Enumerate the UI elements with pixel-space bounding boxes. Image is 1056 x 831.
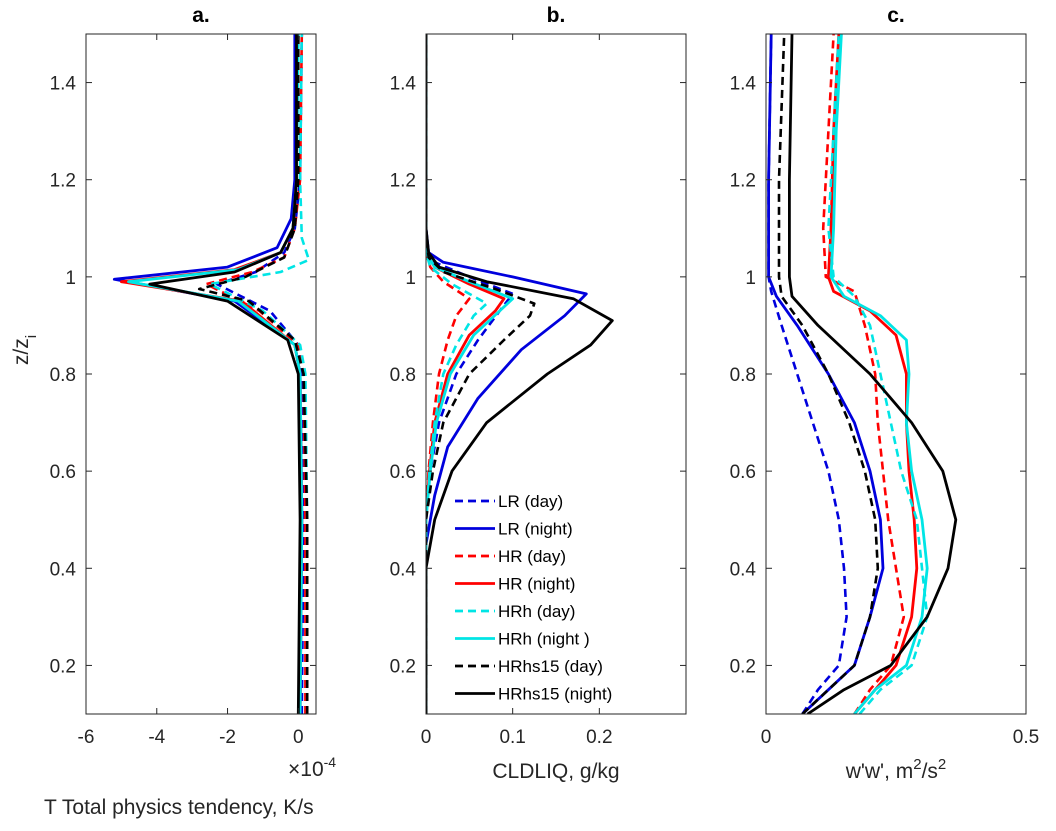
legend-label: HR (night) bbox=[498, 575, 575, 594]
panel-a-yticks: 0.2 0.4 0.6 0.8 1 1.2 1.4 bbox=[50, 74, 316, 677]
panel-a-exponent-exp: -4 bbox=[324, 754, 337, 770]
panel-c-series-hrhs15-night bbox=[788, 34, 958, 714]
panel-c-xlabel-mid: /s bbox=[922, 760, 938, 783]
panel-a-series-hr-day bbox=[205, 34, 307, 714]
panel-a-series-hrh-night bbox=[127, 34, 304, 714]
panel-b-ytick-label: 0.6 bbox=[390, 462, 416, 483]
panel-c: c. 0 0.5 0.20.40.60.811.21.4 bbox=[730, 4, 1040, 748]
panel-b-series-hrhs15-night bbox=[426, 34, 614, 714]
panel-a-ytick-label: 0.8 bbox=[50, 365, 76, 386]
panel-b-ytick-label: 1.4 bbox=[390, 74, 417, 95]
panel-a-series-hr-night bbox=[120, 34, 304, 714]
panel-a-ytick-label: 0.2 bbox=[50, 656, 76, 677]
panel-a-exponent: ×10-4 bbox=[288, 754, 336, 781]
panel-c-title: c. bbox=[887, 4, 905, 27]
panel-c-ytick-label: 0.8 bbox=[730, 365, 756, 386]
panel-c-series-hrh-night bbox=[829, 34, 929, 714]
panel-c-xlabel-exp2: 2 bbox=[938, 756, 946, 773]
panel-c-series bbox=[767, 34, 958, 714]
panel-b-title: b. bbox=[547, 4, 566, 27]
panel-a-series bbox=[112, 34, 311, 714]
panel-a-xtick-label: -2 bbox=[219, 727, 236, 748]
panel-c-frame bbox=[765, 33, 1027, 715]
legend-label: HR (day) bbox=[498, 547, 566, 566]
panel-c-ytick-label: 1 bbox=[745, 268, 756, 289]
panel-c-xtick-label: 0.5 bbox=[1013, 727, 1039, 748]
panel-c-series-hrhs15-day bbox=[777, 34, 880, 714]
panel-a-title: a. bbox=[192, 4, 210, 27]
panel-a-series-lr-day bbox=[215, 34, 305, 714]
panel-b-xtick-label: 0.2 bbox=[586, 727, 612, 748]
panel-c-xticks: 0 0.5 bbox=[761, 34, 1039, 748]
panel-b-ytick-label: 1 bbox=[405, 268, 416, 289]
panel-b-ytick-label: 1.2 bbox=[390, 171, 416, 192]
panel-b: b. 0 0.1 0.2 0.2 0.4 0.6 0.8 1 1.2 1.4 bbox=[390, 4, 687, 748]
panel-a-series-hrhs15-day bbox=[197, 34, 309, 714]
y-axis-label-base: z/z bbox=[10, 338, 33, 365]
panel-a-xlabel: T Total physics tendency, K/s bbox=[44, 796, 314, 819]
panel-b-xtick-label: 0.1 bbox=[499, 727, 525, 748]
panel-a-series-lr-night bbox=[112, 34, 304, 714]
panel-c-series-lr-night bbox=[767, 34, 885, 714]
panel-c-xlabel: w'w', m2/s2 bbox=[845, 756, 947, 783]
panel-b-ytick-label: 0.4 bbox=[390, 559, 417, 580]
panel-a-exponent-base: ×10 bbox=[288, 758, 324, 781]
legend-label: LR (day) bbox=[498, 492, 563, 511]
panel-c-ytick-label: 1.4 bbox=[730, 74, 757, 95]
panel-a-ytick-label: 1.2 bbox=[50, 171, 76, 192]
panel-b-series-hrh-night bbox=[426, 34, 515, 714]
panel-a-xtick-label: 0 bbox=[293, 727, 304, 748]
legend-label: HRh (night ) bbox=[498, 630, 590, 649]
panel-c-xlabel-exp1: 2 bbox=[913, 756, 921, 773]
panel-c-ytick-label: 0.2 bbox=[730, 656, 756, 677]
panel-b-xtick-label: 0 bbox=[421, 727, 432, 748]
legend: LR (day) LR (night) HR (day) HR (night) HRh … bbox=[455, 492, 612, 704]
panel-b-ytick-label: 0.2 bbox=[390, 656, 416, 677]
panel-b-ytick-label: 0.8 bbox=[390, 365, 416, 386]
panel-a-xtick-label: -4 bbox=[148, 727, 165, 748]
legend-label: HRhs15 (day) bbox=[498, 657, 603, 676]
y-axis-label-sub: i bbox=[23, 335, 40, 338]
panel-b-series bbox=[426, 34, 614, 714]
panel-a-series-hrhs15-night bbox=[148, 34, 302, 714]
panel-a-ytick-label: 0.6 bbox=[50, 462, 76, 483]
panel-a-ytick-label: 0.4 bbox=[50, 559, 77, 580]
panel-c-xlabel-main: w'w', m bbox=[845, 760, 914, 783]
panel-a-xtick-label: -6 bbox=[78, 727, 95, 748]
panel-c-series-hrh-day bbox=[827, 34, 929, 714]
panel-c-ytick-label: 1.2 bbox=[730, 171, 756, 192]
panel-a-ytick-label: 1.4 bbox=[50, 74, 77, 95]
panel-c-ytick-label: 0.6 bbox=[730, 462, 756, 483]
panel-b-xlabel: CLDLIQ, g/kg bbox=[492, 760, 619, 783]
panel-c-ytick-label: 0.4 bbox=[730, 559, 757, 580]
panel-a-xticks: -6 -4 -2 0 bbox=[78, 34, 304, 748]
panel-c-yticks: 0.2 0.4 0.6 0.8 1 1.2 1.4 bbox=[730, 74, 1026, 677]
panel-b-yticks: 0.2 0.4 0.6 0.8 1 1.2 1.4 bbox=[390, 74, 686, 677]
panel-a: a. -6 -4 -2 0 0.2 0.4 0.6 0.8 1 1.2 1.4 bbox=[50, 4, 317, 748]
legend-label: HRh (day) bbox=[498, 602, 575, 621]
panel-c-xtick-label: 0 bbox=[761, 727, 772, 748]
panel-a-frame bbox=[85, 33, 317, 715]
legend-label: LR (night) bbox=[498, 520, 573, 539]
panel-b-xticks: 0 0.1 0.2 bbox=[421, 34, 613, 748]
panel-a-ytick-label: 1 bbox=[65, 268, 76, 289]
y-axis-label: z/zi bbox=[10, 335, 40, 365]
legend-label: HRhs15 (night) bbox=[498, 685, 612, 704]
panel-b-series-hrhs15-day bbox=[426, 34, 536, 714]
